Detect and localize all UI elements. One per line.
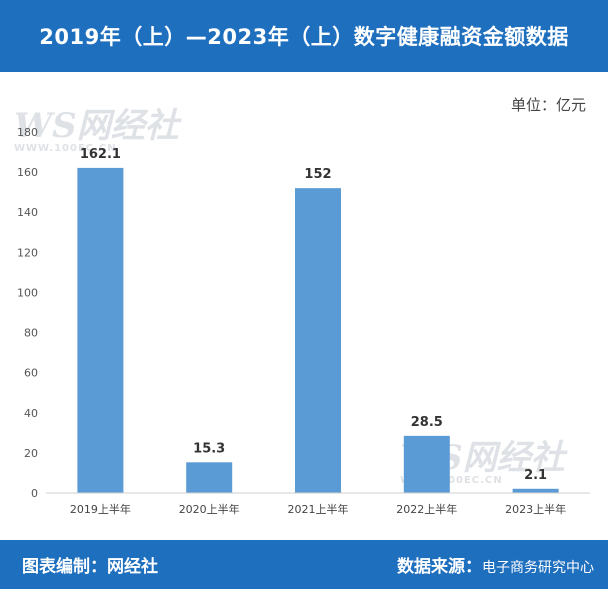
y-tick-label: 0 <box>31 487 38 500</box>
x-tick-label: 2019上半年 <box>70 502 131 516</box>
bar-value-label: 2.1 <box>524 468 547 483</box>
y-tick-label: 40 <box>24 407 38 420</box>
bar-chart: 0 20 40 60 80 100 120 140 160 180 162.1 15.3 152 28.… <box>17 126 590 516</box>
bar <box>186 462 233 493</box>
y-tick-label: 100 <box>17 286 38 299</box>
y-tick-label: 120 <box>17 246 38 259</box>
x-tick-label: 2020上半年 <box>179 502 240 516</box>
bar-value-label: 152 <box>304 167 331 182</box>
chart-credit: 图表编制：网经社 <box>22 557 158 577</box>
y-tick-label: 20 <box>24 447 38 460</box>
y-tick-label: 140 <box>17 206 38 219</box>
footer-banner: 图表编制：网经社 数据来源：电子商务研究中心 <box>0 540 608 589</box>
bar-value-label: 15.3 <box>193 441 225 456</box>
x-tick-label: 2023上半年 <box>505 502 566 516</box>
data-source-label: 数据来源： <box>397 557 482 577</box>
bar-value-label: 28.5 <box>411 415 443 430</box>
x-tick-label: 2021上半年 <box>288 502 349 516</box>
data-source-value: 电子商务研究中心 <box>482 560 594 576</box>
bar <box>512 488 559 493</box>
y-tick-label: 180 <box>17 126 38 139</box>
bar <box>77 167 124 493</box>
page-title: 2019年（上）—2023年（上）数字健康融资金额数据 <box>39 25 569 49</box>
data-source: 数据来源：电子商务研究中心 <box>397 552 594 577</box>
y-tick-label: 160 <box>17 166 38 179</box>
y-tick-label: 60 <box>24 367 38 380</box>
header-banner: 2019年（上）—2023年（上）数字健康融资金额数据 <box>0 0 608 72</box>
unit-label: 单位：亿元 <box>510 96 586 114</box>
bar <box>403 435 450 493</box>
bar <box>295 188 341 493</box>
y-tick-label: 80 <box>24 327 38 340</box>
bar-value-label: 162.1 <box>80 147 121 162</box>
x-tick-label: 2022上半年 <box>396 502 457 516</box>
